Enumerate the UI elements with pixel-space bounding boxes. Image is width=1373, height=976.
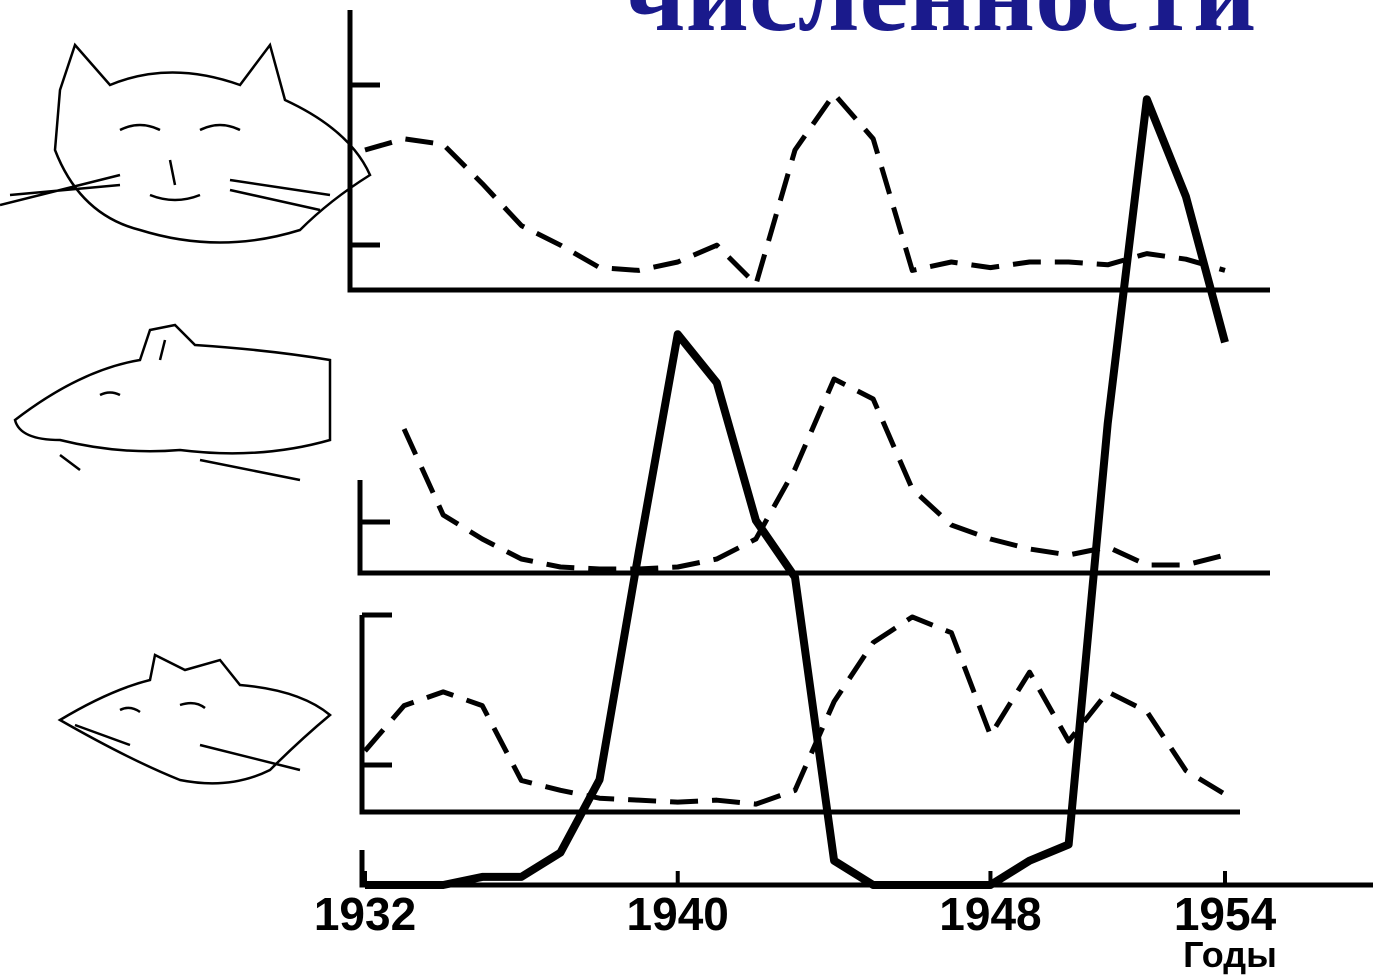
x-tick-label: 1954 [1174, 888, 1277, 940]
series-line [401, 376, 1226, 572]
series-line [363, 614, 1227, 807]
series-line [364, 91, 1226, 287]
lynx-drawing [0, 42, 372, 244]
x-tick-label: 1948 [939, 888, 1041, 940]
x-axis-label: Годы [1183, 934, 1277, 975]
series-line [365, 95, 1229, 889]
marten-drawing [13, 323, 332, 482]
fox-drawing [57, 653, 332, 785]
chart-title: численности [624, 0, 1257, 54]
x-tick-label: 1940 [627, 888, 729, 940]
x-tick-label: 1932 [314, 888, 416, 940]
axis-frames [347, 10, 1373, 888]
